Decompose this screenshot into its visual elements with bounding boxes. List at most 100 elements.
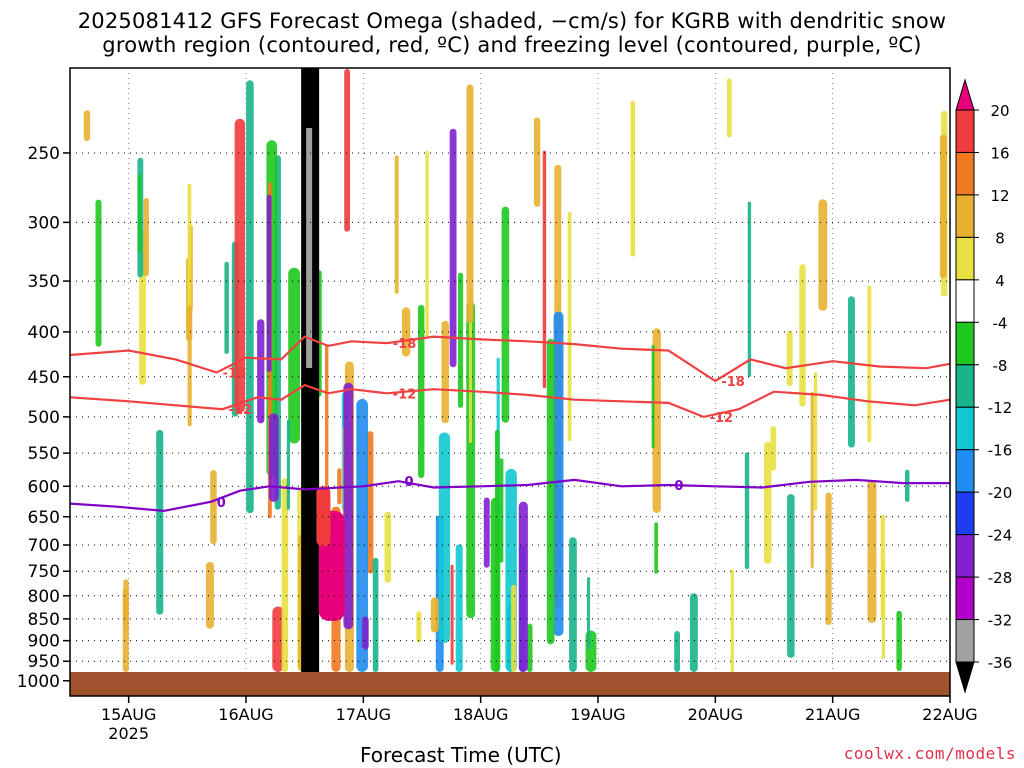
contour-label: -18 xyxy=(393,337,417,352)
colorbar-cell xyxy=(955,364,975,408)
omega-streak xyxy=(747,201,752,377)
y-tick-label: 250 xyxy=(28,144,60,164)
colorbar-label: 16 xyxy=(990,144,1009,162)
omega-streak xyxy=(187,183,192,313)
colorbar-label: -4 xyxy=(993,314,1008,332)
x-tick-label: 20AUG xyxy=(688,705,743,724)
colorbar-bottom-arrow xyxy=(955,661,975,694)
omega-streak xyxy=(825,492,832,625)
contour-label: -12 xyxy=(229,403,253,418)
omega-streak xyxy=(430,597,439,633)
colorbar-label: 12 xyxy=(990,187,1009,205)
omega-streak xyxy=(674,631,680,672)
omega-red xyxy=(316,486,331,547)
colorbar-cell xyxy=(955,491,975,536)
omega-streak xyxy=(651,344,655,449)
contour-label: 0 xyxy=(405,475,414,490)
colorbar-cell xyxy=(955,406,975,451)
omega-streak xyxy=(83,110,91,141)
colorbar-cell xyxy=(955,109,975,153)
x-tick-label: 17AUG xyxy=(336,705,391,724)
x-tick-label: 18AUG xyxy=(453,705,508,724)
omega-streak xyxy=(848,296,855,448)
omega-streak xyxy=(569,537,577,672)
omega-streak xyxy=(867,285,872,443)
omega-streak xyxy=(786,330,793,386)
contour--12 xyxy=(69,383,951,419)
omega-streak xyxy=(553,311,564,636)
plot-frame xyxy=(69,67,951,697)
omega-streak xyxy=(501,206,510,423)
omega-streak xyxy=(394,155,399,294)
omega-streak xyxy=(905,469,910,502)
omega-streak xyxy=(787,494,795,658)
omega-streak xyxy=(689,593,698,672)
y-tick-label: 900 xyxy=(28,632,60,652)
omega-streak xyxy=(268,413,279,502)
omega-streak xyxy=(418,304,425,478)
colorbar-cell xyxy=(955,449,975,493)
omega-streak xyxy=(257,319,265,424)
omega-streak xyxy=(272,606,284,672)
x-tick-label: 22AUG xyxy=(922,705,977,724)
colorbar-label: -32 xyxy=(988,612,1013,630)
colorbar-label: -8 xyxy=(993,357,1008,375)
omega-streak xyxy=(156,429,164,615)
omega-streak xyxy=(210,470,217,545)
omega-streak xyxy=(499,458,504,563)
omega-streak xyxy=(495,429,500,672)
omega-streak xyxy=(896,610,902,672)
credit-text: coolwx.com/models xyxy=(843,744,1016,763)
y-tick-label: 800 xyxy=(28,587,60,607)
omega-streak xyxy=(867,480,877,623)
y-tick-label: 650 xyxy=(28,508,60,528)
omega-shading xyxy=(83,68,948,672)
contour-label: -18 xyxy=(721,375,745,390)
omega-streak xyxy=(652,328,661,514)
omega-streak xyxy=(730,569,734,672)
contour-0 xyxy=(69,478,950,513)
omega-streak xyxy=(744,452,750,570)
y-tick-label: 700 xyxy=(28,536,60,556)
omega-streak xyxy=(939,134,947,279)
omega-core xyxy=(301,68,320,672)
x-tick-label: 16AUG xyxy=(218,705,273,724)
omega-streak xyxy=(372,557,379,672)
omega-core-gray xyxy=(306,128,313,368)
omega-streak xyxy=(187,305,192,427)
omega-streak xyxy=(143,198,149,277)
x-tick-year: 2025 xyxy=(108,724,149,743)
colorbar-cell xyxy=(955,279,975,323)
omega-streak xyxy=(483,497,490,568)
omega-streak xyxy=(286,419,290,510)
omega-streak xyxy=(533,117,541,207)
colorbar-label: 20 xyxy=(990,102,1009,120)
chart-title-line1: 2025081412 GFS Forecast Omega (shaded, −… xyxy=(77,9,947,33)
omega-streak xyxy=(518,501,528,672)
contour-label: 0 xyxy=(217,496,226,511)
y-tick-label: 550 xyxy=(28,444,60,464)
colorbar-label: -24 xyxy=(988,527,1013,545)
omega-streak xyxy=(325,345,329,493)
colorbar-cell xyxy=(955,321,975,366)
omega-streak xyxy=(469,293,472,443)
omega-streak xyxy=(654,522,658,574)
omega-streak xyxy=(344,69,350,232)
x-axis-title: Forecast Time (UTC) xyxy=(360,743,562,767)
omega-streak xyxy=(546,338,555,645)
omega-streak xyxy=(441,320,449,424)
colorbar-cell xyxy=(955,576,975,621)
omega-streak xyxy=(567,212,572,442)
x-tick-label: 21AUG xyxy=(805,705,860,724)
omega-streak xyxy=(122,588,129,672)
x-tick-label: 15AUG xyxy=(101,705,156,724)
omega-streak xyxy=(438,432,451,643)
y-tick-label: 400 xyxy=(28,323,60,343)
omega-streak xyxy=(511,584,517,672)
omega-streak xyxy=(425,150,429,337)
omega-streak xyxy=(810,391,814,568)
omega-streak xyxy=(361,616,369,650)
colorbar-label: -12 xyxy=(988,399,1013,417)
y-tick-label: 500 xyxy=(28,408,60,428)
omega-streak xyxy=(281,478,289,672)
